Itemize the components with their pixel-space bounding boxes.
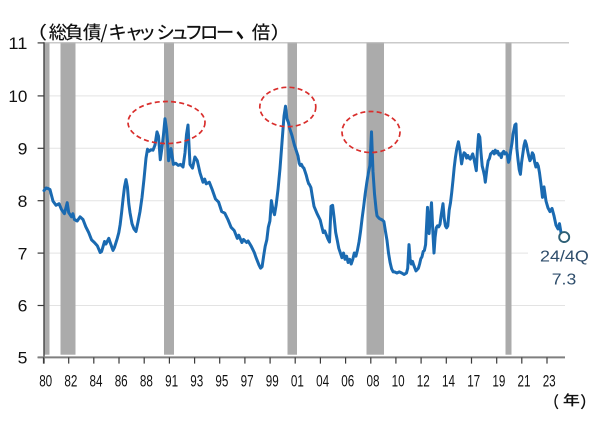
svg-text:11: 11 bbox=[8, 34, 27, 53]
svg-text:93: 93 bbox=[190, 371, 203, 390]
svg-text:23: 23 bbox=[543, 371, 556, 390]
svg-text:95: 95 bbox=[215, 371, 228, 390]
svg-text:08: 08 bbox=[367, 371, 380, 390]
svg-text:04: 04 bbox=[316, 371, 329, 390]
svg-text:80: 80 bbox=[39, 371, 52, 390]
svg-text:7.3: 7.3 bbox=[552, 272, 577, 289]
svg-text:6: 6 bbox=[18, 297, 28, 316]
svg-text:5: 5 bbox=[18, 349, 28, 368]
svg-text:82: 82 bbox=[64, 371, 77, 390]
svg-text:01: 01 bbox=[291, 371, 304, 390]
svg-text:17: 17 bbox=[467, 371, 480, 390]
svg-text:10: 10 bbox=[392, 371, 405, 390]
svg-text:97: 97 bbox=[241, 371, 254, 390]
svg-text:21: 21 bbox=[518, 371, 531, 390]
svg-text:88: 88 bbox=[140, 371, 153, 390]
svg-text:84: 84 bbox=[90, 371, 103, 390]
svg-text:19: 19 bbox=[492, 371, 505, 390]
svg-text:7: 7 bbox=[18, 244, 28, 263]
svg-text:91: 91 bbox=[165, 371, 178, 390]
svg-text:12: 12 bbox=[417, 371, 430, 390]
svg-text:86: 86 bbox=[115, 371, 128, 390]
svg-text:8: 8 bbox=[18, 192, 28, 211]
svg-text:99: 99 bbox=[266, 371, 279, 390]
svg-text:10: 10 bbox=[8, 87, 27, 106]
svg-text:14: 14 bbox=[442, 371, 455, 390]
svg-text:06: 06 bbox=[341, 371, 354, 390]
svg-text:24/4Q: 24/4Q bbox=[540, 248, 589, 265]
svg-text:9: 9 bbox=[18, 140, 28, 159]
